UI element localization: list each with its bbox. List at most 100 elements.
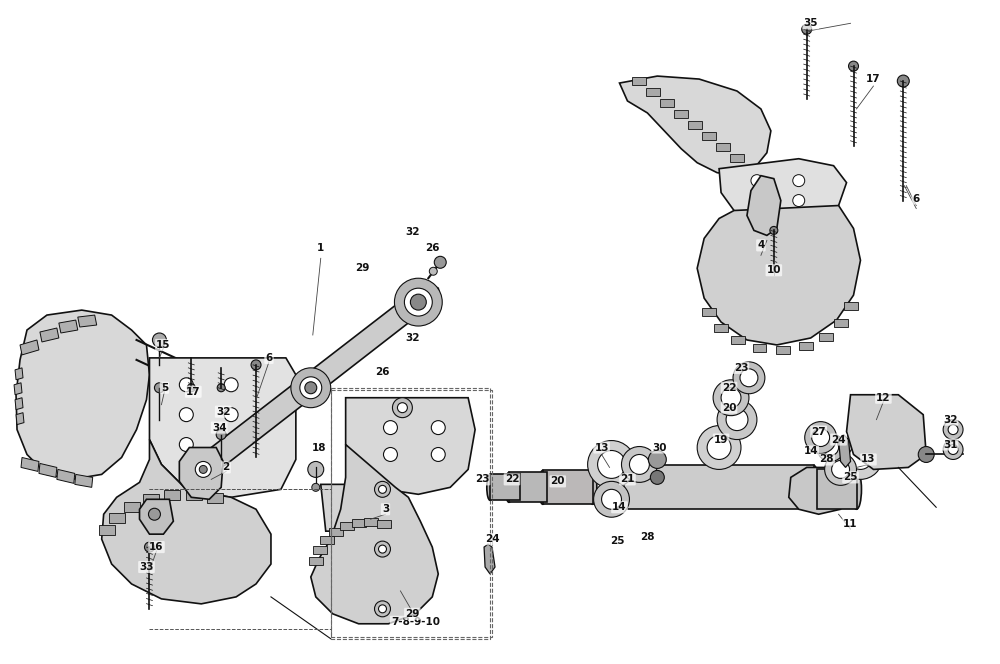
Circle shape <box>839 436 882 479</box>
Circle shape <box>431 448 445 461</box>
Text: 13: 13 <box>861 454 876 464</box>
Text: 20: 20 <box>722 402 736 413</box>
Text: 23: 23 <box>734 363 748 373</box>
Circle shape <box>308 461 324 477</box>
Polygon shape <box>16 412 24 424</box>
Circle shape <box>594 481 629 517</box>
Polygon shape <box>674 110 688 118</box>
Circle shape <box>179 408 193 422</box>
Circle shape <box>812 428 830 446</box>
Polygon shape <box>660 99 674 107</box>
Text: 32: 32 <box>216 406 230 417</box>
Circle shape <box>721 388 741 408</box>
Polygon shape <box>140 499 173 534</box>
Polygon shape <box>340 523 354 531</box>
Text: 29: 29 <box>355 263 370 274</box>
Polygon shape <box>753 344 766 352</box>
Circle shape <box>740 369 758 386</box>
Circle shape <box>648 450 666 468</box>
Circle shape <box>383 448 397 461</box>
Circle shape <box>733 362 765 394</box>
Text: 6: 6 <box>913 194 920 204</box>
Circle shape <box>291 368 331 408</box>
Circle shape <box>179 378 193 392</box>
Text: 26: 26 <box>425 243 440 254</box>
Text: 7-8-9-10: 7-8-9-10 <box>391 617 440 627</box>
Circle shape <box>224 378 238 392</box>
Polygon shape <box>744 165 758 173</box>
Polygon shape <box>776 346 790 354</box>
Circle shape <box>379 485 386 493</box>
Text: 13: 13 <box>594 442 609 452</box>
Circle shape <box>300 376 322 398</box>
Circle shape <box>383 420 397 434</box>
Text: 24: 24 <box>485 534 499 544</box>
Circle shape <box>379 605 386 613</box>
Text: 15: 15 <box>156 340 171 350</box>
Ellipse shape <box>543 472 551 502</box>
Circle shape <box>897 75 909 87</box>
Circle shape <box>179 438 193 452</box>
Circle shape <box>849 61 858 71</box>
Polygon shape <box>719 159 847 228</box>
Circle shape <box>751 175 763 187</box>
Text: 2: 2 <box>223 462 230 472</box>
Circle shape <box>312 483 320 491</box>
Circle shape <box>793 195 805 207</box>
Text: 11: 11 <box>843 519 858 529</box>
Polygon shape <box>799 342 813 350</box>
Polygon shape <box>619 76 771 176</box>
Circle shape <box>717 400 757 440</box>
Text: 21: 21 <box>620 474 635 484</box>
Polygon shape <box>164 490 180 500</box>
Circle shape <box>726 408 748 430</box>
Text: 14: 14 <box>612 502 627 512</box>
Text: 33: 33 <box>139 562 154 572</box>
Polygon shape <box>632 77 646 85</box>
Polygon shape <box>839 434 851 467</box>
Ellipse shape <box>539 470 547 504</box>
Text: 34: 34 <box>212 422 226 433</box>
Circle shape <box>224 408 238 422</box>
Circle shape <box>375 541 390 557</box>
Polygon shape <box>109 513 125 523</box>
Ellipse shape <box>588 470 597 504</box>
Polygon shape <box>730 154 744 162</box>
Text: 16: 16 <box>149 542 164 552</box>
Text: 27: 27 <box>811 426 826 437</box>
Circle shape <box>770 226 778 234</box>
Polygon shape <box>834 319 848 327</box>
Polygon shape <box>844 301 858 309</box>
Polygon shape <box>702 132 716 140</box>
Polygon shape <box>702 307 716 315</box>
Polygon shape <box>320 536 334 544</box>
Polygon shape <box>789 467 849 514</box>
Circle shape <box>707 436 731 459</box>
Text: 14: 14 <box>803 446 818 456</box>
Circle shape <box>588 440 635 488</box>
Circle shape <box>154 382 164 392</box>
Polygon shape <box>59 320 78 333</box>
Text: 17: 17 <box>186 386 201 397</box>
Text: 35: 35 <box>803 19 818 29</box>
Text: 4: 4 <box>757 240 765 250</box>
Circle shape <box>918 446 934 462</box>
Circle shape <box>199 465 207 473</box>
Polygon shape <box>124 502 140 512</box>
Circle shape <box>621 446 657 482</box>
Circle shape <box>397 402 407 412</box>
Polygon shape <box>16 310 149 479</box>
Circle shape <box>224 438 238 452</box>
Circle shape <box>375 481 390 497</box>
Polygon shape <box>346 398 475 494</box>
Circle shape <box>431 420 445 434</box>
Circle shape <box>602 489 621 509</box>
Polygon shape <box>490 474 520 500</box>
Polygon shape <box>543 470 593 504</box>
Text: 24: 24 <box>831 434 846 445</box>
Text: 3: 3 <box>382 504 389 514</box>
Polygon shape <box>143 495 159 505</box>
Text: 30: 30 <box>652 442 667 452</box>
Polygon shape <box>364 519 378 527</box>
Circle shape <box>392 398 412 418</box>
